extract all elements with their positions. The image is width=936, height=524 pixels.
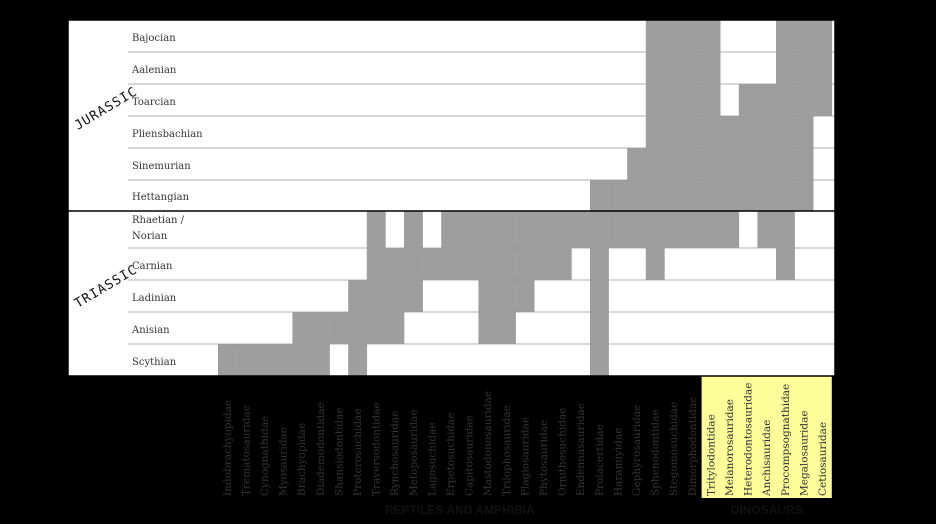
range-bar-phytosauridae (534, 211, 554, 280)
family-label: Phytosauridae (538, 420, 550, 496)
family-label: Trilophosauridae (501, 405, 513, 496)
range-bar-melanorosauridae (720, 116, 740, 248)
stage-label: Toarcian (132, 97, 176, 108)
family-label: Cetiosauridae (817, 422, 829, 496)
range-bar-procompsognathidae (776, 20, 795, 280)
family-label: Tritylodontidae (705, 414, 717, 496)
range-bar-cetiosauridae (813, 20, 833, 116)
range-bar-megalosauridae (794, 20, 814, 211)
range-bar-tritylodontidae (701, 20, 721, 248)
family-label: Erpetosuchidae (445, 412, 457, 496)
family-label: Prolacertidae (594, 424, 606, 496)
range-bar-myosauridae (273, 344, 293, 376)
group-label: REPTILES AND AMPHIBIA (385, 503, 535, 517)
family-label: Metoposauridae (408, 409, 420, 496)
family-label: Heterodontosauridae (743, 383, 755, 496)
range-bar-endennasauridae (571, 211, 591, 248)
family-label: Mastodonosauridae (482, 391, 494, 496)
family-label: Capitosauridae (464, 415, 476, 496)
family-label: Procompsognathidae (780, 384, 792, 496)
range-bar-anchisauridae (757, 84, 777, 248)
range-bar-rynchosauridae (385, 248, 405, 344)
family-label: Trematosauridae (240, 405, 252, 496)
stage-label: Aalenian (131, 65, 177, 76)
family-label: Traversodontidae (371, 402, 383, 496)
stage-label: Scythian (132, 357, 177, 368)
range-bar-plagiosauridae (515, 211, 535, 312)
family-label: Rynchosauridae (389, 411, 401, 496)
group-highlight-band (701, 376, 832, 498)
family-label: Gephyrosauridae (631, 405, 643, 496)
range-bar-cynognathidae (255, 344, 275, 376)
range-bar-ornithosuchidae (552, 211, 572, 280)
range-bar-heterodontosauridae (738, 84, 758, 211)
stage-label: Pliensbachian (132, 129, 203, 140)
family-label: Myosauridae (278, 427, 290, 496)
range-bar-stegomosuchidae (664, 20, 684, 248)
range-bar-gephyrosauridae (627, 148, 647, 248)
range-bar-proterosuchidae (348, 280, 368, 376)
stage-label: Hettangian (132, 192, 190, 203)
range-bar-erpetosuchidae (441, 211, 461, 280)
family-label: Brachyopidae (296, 423, 308, 496)
range-bar-trematosauridae (236, 344, 256, 376)
family-label: Lagosuchidae (426, 422, 438, 496)
stage-label: Sinemurian (132, 161, 191, 172)
stage-label: Anisian (131, 325, 170, 336)
range-bar-trilophosauridae (497, 211, 516, 344)
range-bar-sphenodontidae (645, 20, 665, 280)
range-bar-shansiodontidae (329, 312, 349, 344)
family-label: Stegomosuchidae (668, 402, 680, 496)
family-label: Haramiyidae (612, 428, 624, 497)
range-bar-dimorphodontidae (683, 20, 702, 248)
family-label: Dimorphodontidae (687, 397, 699, 496)
family-label: Melanorosauridae (724, 399, 736, 496)
range-bar-capitosauridae (459, 211, 479, 280)
range-bar-mastodonosauridae (478, 211, 498, 344)
stage-label: Rhaetian / Norian (132, 215, 185, 242)
range-bar-haramiyidae (608, 180, 628, 248)
family-label: Anchisauridae (761, 420, 773, 497)
range-bar-lagosuchidae (422, 248, 442, 280)
family-label: Endennasauridae (575, 403, 587, 496)
family-label: Shansiodontidae (333, 407, 345, 496)
family-label: Cynognathidae (259, 416, 271, 496)
stage-label: Ladinian (132, 293, 177, 304)
range-bar-indobrachyopidae (218, 344, 237, 376)
family-label: Ornithosuchidae (557, 408, 569, 496)
stage-label: Bajocian (132, 33, 176, 44)
group-label: DINOSAURS (731, 503, 803, 517)
family-label: Megalosauridae (798, 410, 810, 496)
stage-label: Carnian (132, 261, 173, 272)
range-bar-traversodontidae (366, 211, 386, 344)
range-bar-prolacertidae (590, 180, 609, 376)
family-label: Diademodontidae (315, 402, 327, 496)
family-label: Proterosuchidae (352, 408, 364, 496)
family-label: Sphenodontidae (650, 409, 662, 496)
range-bar-metoposauridae (404, 211, 423, 312)
family-label: Indobrachyopidae (222, 400, 234, 496)
chart-frame (67, 19, 836, 377)
family-label: Plagiosauridae (519, 417, 531, 496)
